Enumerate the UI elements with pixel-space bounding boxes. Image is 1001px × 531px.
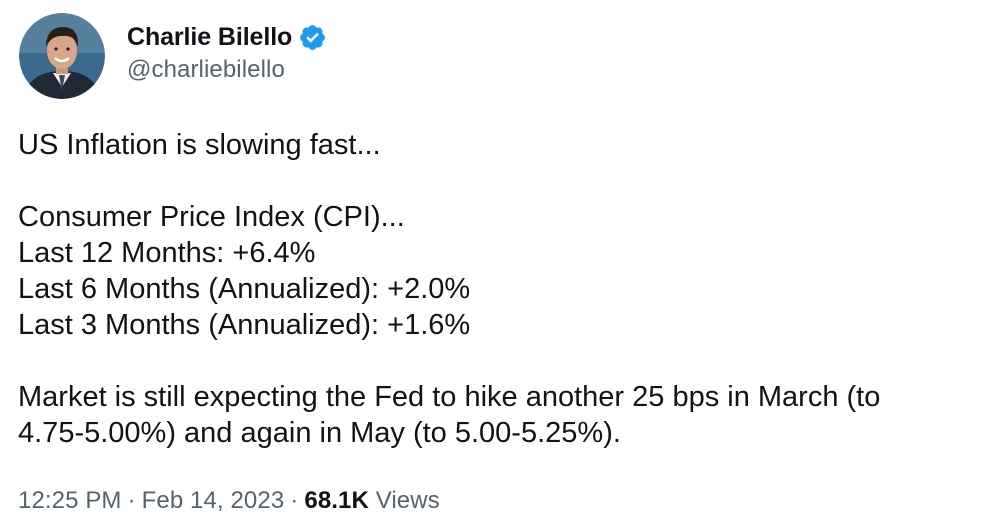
tweet-line: Last 3 Months (Annualized): +1.6%	[18, 309, 471, 341]
views-label: Views	[375, 487, 440, 514]
name-row: Charlie Bilello	[127, 22, 327, 52]
tweet-time[interactable]: 12:25 PM	[18, 487, 122, 514]
tweet-date[interactable]: Feb 14, 2023	[141, 487, 285, 514]
tweet-line: 4.75-5.00%) and again in May (to 5.00-5.…	[18, 417, 621, 449]
tweet-line: Last 12 Months: +6.4%	[18, 237, 316, 269]
author-display-name[interactable]: Charlie Bilello	[127, 22, 293, 51]
tweet-line: Consumer Price Index (CPI)...	[18, 201, 405, 233]
tweet-line: US Inflation is slowing fast...	[18, 129, 381, 161]
tweet-header: Charlie Bilello @charliebilello	[19, 13, 327, 99]
tweet-text: US Inflation is slowing fast... Consumer…	[18, 127, 988, 451]
meta-separator: ·	[290, 487, 299, 514]
tweet-line: Last 6 Months (Annualized): +2.0%	[18, 273, 471, 305]
tweet-line: Market is still expecting the Fed to hik…	[18, 381, 881, 413]
tweet-meta: 12:25 PM · Feb 14, 2023 · 68.1K Views	[18, 487, 440, 515]
avatar[interactable]	[19, 13, 105, 99]
meta-separator: ·	[127, 487, 136, 514]
author-names: Charlie Bilello @charliebilello	[127, 13, 327, 84]
line-gap	[18, 163, 988, 199]
views-count[interactable]: 68.1K	[304, 487, 369, 514]
line-gap	[18, 343, 988, 379]
author-handle[interactable]: @charliebilello	[127, 56, 285, 83]
verified-badge-icon[interactable]	[298, 23, 327, 52]
